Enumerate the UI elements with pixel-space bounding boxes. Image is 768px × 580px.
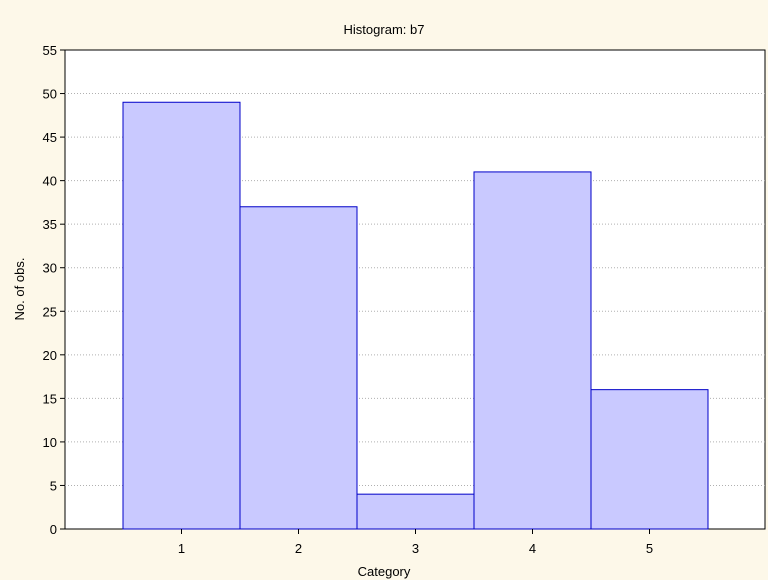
y-tick-label: 45	[43, 130, 57, 145]
bar-4	[473, 171, 592, 530]
bar-1	[122, 101, 241, 530]
bar-3	[356, 493, 475, 530]
y-tick-label: 5	[50, 478, 57, 493]
x-tick-label: 2	[295, 541, 302, 556]
chart-title: Histogram: b7	[344, 22, 425, 37]
y-tick-label: 10	[43, 435, 57, 450]
y-axis-title: No. of obs.	[12, 258, 27, 321]
y-axis-ticks: 0 5 10 15 20 25 30 35 40 45 50 55	[43, 43, 65, 537]
x-tick-label: 3	[412, 541, 419, 556]
bar-2	[239, 206, 358, 530]
x-tick-label: 5	[646, 541, 653, 556]
y-tick-label: 35	[43, 217, 57, 232]
y-tick-label: 20	[43, 348, 57, 363]
bars	[122, 101, 709, 530]
y-tick-label: 50	[43, 87, 57, 102]
y-tick-label: 40	[43, 174, 57, 189]
x-axis-ticks: 1 2 3 4 5	[178, 529, 653, 556]
y-tick-label: 15	[43, 391, 57, 406]
y-tick-label: 0	[50, 522, 57, 537]
bar-5	[590, 389, 709, 530]
x-tick-label: 4	[529, 541, 536, 556]
x-axis-title: Category	[358, 564, 411, 579]
y-tick-label: 25	[43, 304, 57, 319]
y-tick-label: 55	[43, 43, 57, 58]
y-tick-label: 30	[43, 261, 57, 276]
x-tick-label: 1	[178, 541, 185, 556]
